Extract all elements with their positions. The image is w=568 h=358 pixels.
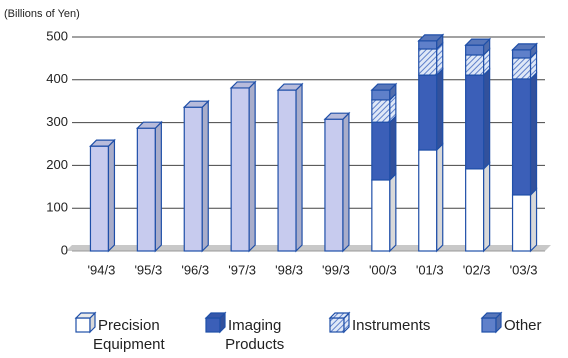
- bar-top: [89, 139, 116, 147]
- bar-front: [183, 106, 203, 252]
- bar-front: [418, 48, 438, 76]
- bar-side: [483, 161, 491, 253]
- legend-label-line: Products: [225, 336, 284, 353]
- legend: Precision Equipment Imaging Products Instrum…: [74, 311, 542, 353]
- bar-front: [465, 74, 485, 170]
- bar-segment: [135, 120, 163, 253]
- bar-segment: [418, 142, 444, 253]
- x-tick-label: '03/3: [510, 262, 538, 277]
- bar-side: [529, 187, 538, 253]
- bar-top: [417, 34, 445, 42]
- bar-segment: [511, 187, 538, 253]
- y-tick-label: 300: [46, 114, 68, 129]
- bar-top: [276, 83, 304, 91]
- y-tick-label: 0: [61, 242, 68, 257]
- bar-top: [370, 83, 398, 91]
- legend-swatch-top: [328, 312, 351, 319]
- bar-front: [324, 118, 344, 252]
- bar-top: [182, 100, 210, 108]
- bar-front: [136, 127, 156, 252]
- bar-segment: [276, 82, 304, 253]
- legend-label: Instruments: [352, 317, 430, 334]
- bar-side: [529, 71, 538, 197]
- x-tick-label: '94/3: [88, 262, 116, 277]
- bar-segment: [417, 33, 445, 51]
- x-tick-label: '97/3: [228, 262, 256, 277]
- bar-side: [107, 138, 116, 253]
- bar-segment: [464, 37, 492, 57]
- legend-swatch: [75, 317, 91, 333]
- y-axis-label: (Billions of Yen): [4, 8, 80, 20]
- bar-side: [436, 142, 444, 253]
- legend-label: Precision Equipment: [93, 317, 166, 353]
- bar-front: [418, 149, 438, 252]
- bar-front: [277, 89, 297, 252]
- y-tick-label: 400: [46, 71, 68, 86]
- bar-front: [465, 44, 485, 56]
- bar-segment: [89, 138, 116, 253]
- bar-front: [371, 89, 391, 101]
- bar-front: [465, 168, 485, 252]
- bar-top: [323, 112, 351, 120]
- legend-label: Imaging Products: [225, 317, 284, 353]
- bar-front: [371, 179, 391, 252]
- bar-front: [371, 99, 391, 123]
- bar-top: [511, 43, 538, 51]
- bar-side: [248, 80, 256, 253]
- bar-side: [389, 114, 397, 182]
- bar-segment: [418, 67, 444, 152]
- legend-swatch: [329, 317, 345, 333]
- bar-top: [229, 81, 257, 89]
- bar-segment: [371, 114, 397, 182]
- x-tick-label: '00/3: [369, 262, 397, 277]
- bar-segment: [511, 42, 538, 60]
- bar-segment: [465, 67, 491, 171]
- legend-swatch-top: [74, 312, 97, 319]
- x-tick-label: '96/3: [181, 262, 209, 277]
- legend-swatch-top: [204, 312, 227, 319]
- legend-label-line: Precision: [98, 317, 160, 334]
- bar-side: [483, 67, 491, 171]
- x-tick-label: '99/3: [322, 262, 350, 277]
- x-tick-label: '95/3: [134, 262, 162, 277]
- bar-segment: [511, 71, 538, 197]
- legend-label-line: Equipment: [93, 336, 166, 353]
- bar-side: [436, 67, 444, 152]
- legend-label: Other: [504, 317, 542, 334]
- legend-swatch: [481, 317, 497, 333]
- bar-side: [201, 99, 209, 253]
- bar-segment: [182, 99, 210, 253]
- x-tick-label: '02/3: [463, 262, 491, 277]
- bar-front: [230, 87, 250, 252]
- bar-front: [371, 121, 391, 181]
- bar-front: [418, 74, 438, 151]
- bar-side: [342, 111, 350, 253]
- bar-front: [89, 145, 110, 252]
- y-tick-label: 100: [46, 200, 68, 215]
- bar-segment: [323, 111, 351, 253]
- bar-side: [295, 82, 303, 253]
- legend-label-line: Imaging: [228, 317, 281, 334]
- bar-front: [465, 54, 485, 76]
- bar-front: [511, 194, 532, 252]
- x-tick-label: '98/3: [275, 262, 303, 277]
- bar-side: [154, 120, 162, 253]
- bar-front: [511, 49, 532, 59]
- bar-segment: [370, 82, 398, 102]
- y-tick-label: 500: [46, 28, 68, 43]
- bar-segment: [465, 161, 491, 253]
- bar-top: [135, 121, 163, 129]
- bar-segment: [371, 172, 397, 253]
- bar-segment: [229, 80, 257, 253]
- legend-swatch-top: [480, 312, 503, 319]
- legend-swatch: [205, 317, 221, 333]
- bar-front: [418, 40, 438, 50]
- bar-side: [389, 172, 397, 253]
- y-tick-label: 200: [46, 157, 68, 172]
- x-tick-label: '01/3: [416, 262, 444, 277]
- bar-top: [464, 38, 492, 46]
- bar-front: [511, 78, 532, 196]
- bar-front: [511, 57, 532, 80]
